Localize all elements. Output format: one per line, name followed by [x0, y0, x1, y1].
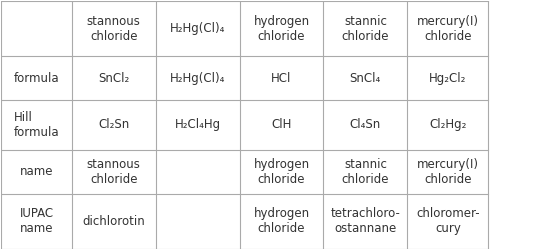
Text: stannic
chloride: stannic chloride — [342, 14, 389, 42]
Text: stannous
chloride: stannous chloride — [86, 14, 141, 42]
Text: formula: formula — [14, 72, 59, 85]
Text: tetrachloro-
ostannane: tetrachloro- ostannane — [330, 208, 400, 236]
Text: dichlorotin: dichlorotin — [82, 215, 145, 228]
Text: Hg₂Cl₂: Hg₂Cl₂ — [429, 72, 467, 85]
Text: ClH: ClH — [271, 118, 292, 132]
Text: IUPAC
name: IUPAC name — [20, 208, 54, 236]
Text: chloromer-
cury: chloromer- cury — [416, 208, 480, 236]
Text: H₂Hg(Cl)₄: H₂Hg(Cl)₄ — [170, 72, 225, 85]
Text: mercury(I)
chloride: mercury(I) chloride — [417, 158, 479, 186]
Text: hydrogen
chloride: hydrogen chloride — [254, 158, 310, 186]
Text: SnCl₄: SnCl₄ — [350, 72, 381, 85]
Text: Cl₂Sn: Cl₂Sn — [98, 118, 129, 132]
Text: stannous
chloride: stannous chloride — [86, 158, 141, 186]
Text: Cl₄Sn: Cl₄Sn — [350, 118, 381, 132]
Text: stannic
chloride: stannic chloride — [342, 158, 389, 186]
Text: hydrogen
chloride: hydrogen chloride — [254, 208, 310, 236]
Text: SnCl₂: SnCl₂ — [98, 72, 129, 85]
Text: HCl: HCl — [271, 72, 292, 85]
Text: Hill
formula: Hill formula — [14, 111, 59, 139]
Text: hydrogen
chloride: hydrogen chloride — [254, 14, 310, 42]
Text: H₂Hg(Cl)₄: H₂Hg(Cl)₄ — [170, 22, 225, 35]
Text: H₂Cl₄Hg: H₂Cl₄Hg — [175, 118, 221, 132]
Text: name: name — [20, 166, 53, 178]
Text: Cl₂Hg₂: Cl₂Hg₂ — [429, 118, 467, 132]
Text: mercury(I)
chloride: mercury(I) chloride — [417, 14, 479, 42]
